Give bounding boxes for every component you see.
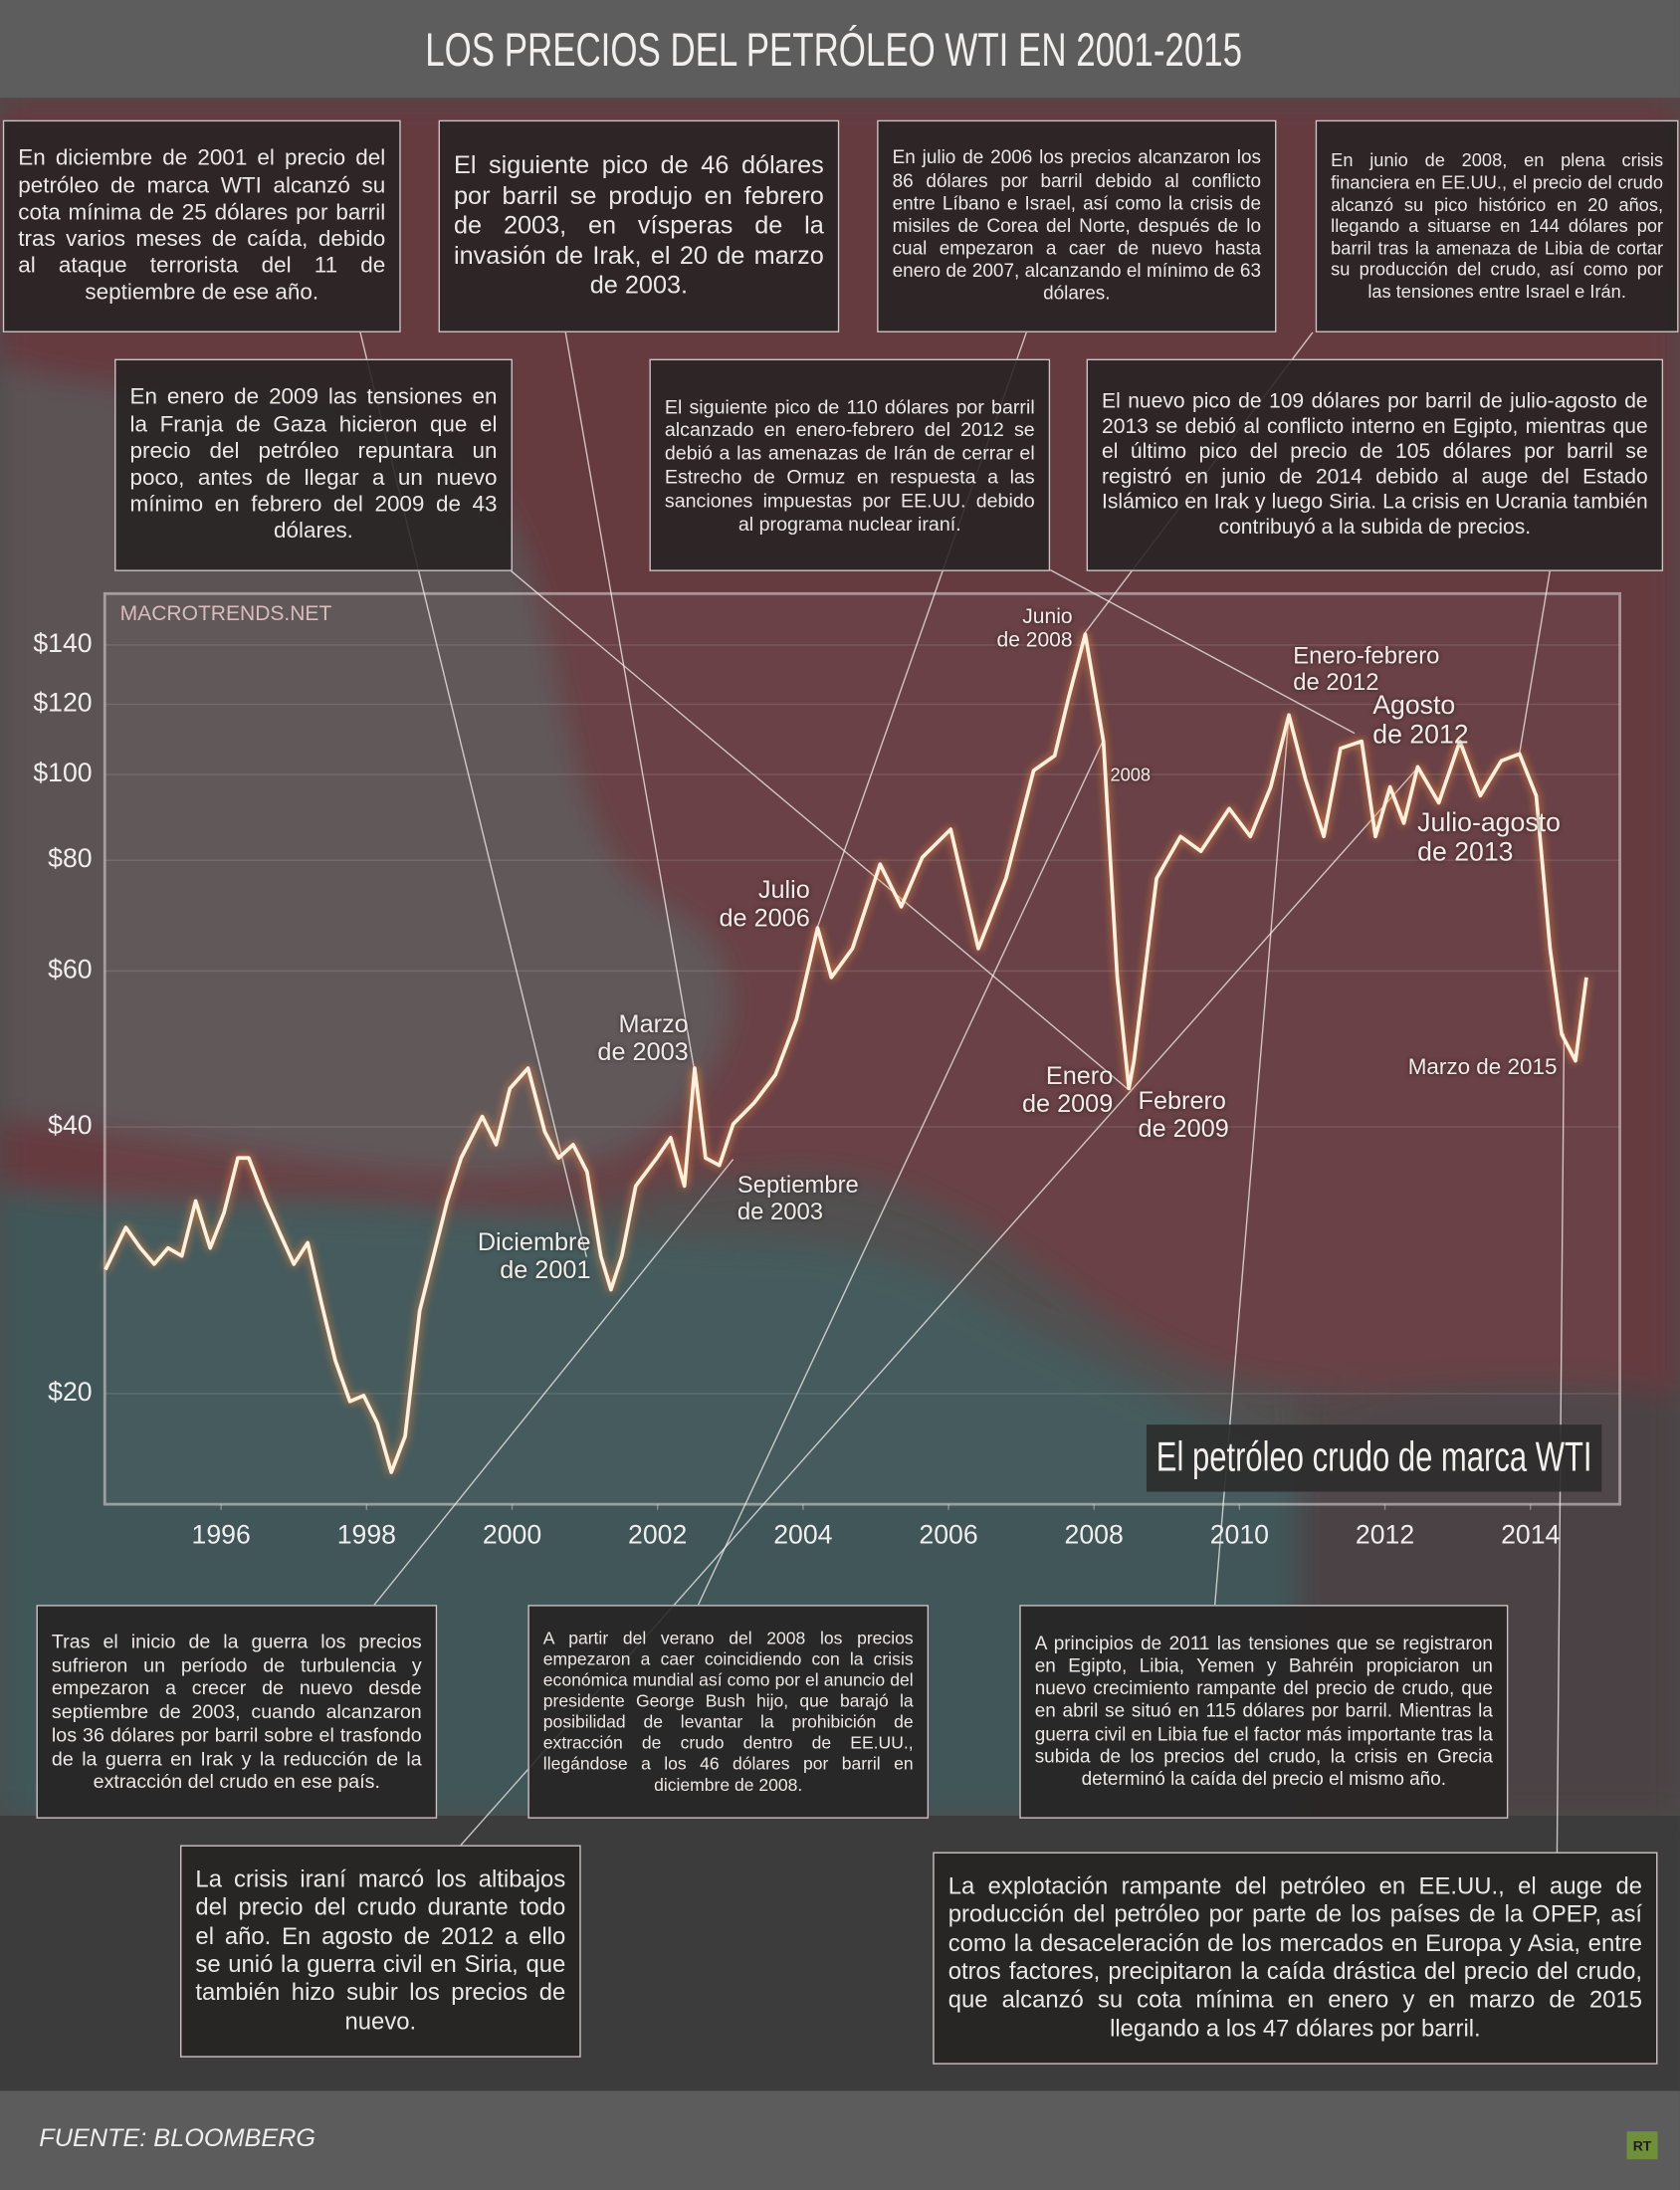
annotation-box: El siguiente pico de 110 dólares por bar…	[649, 358, 1051, 571]
logo: RT	[1633, 2137, 1652, 2153]
annotation-text: En junio de 2008, en plena crisis financ…	[1331, 149, 1664, 303]
x-tick-label: 2006	[919, 1519, 977, 1549]
annotation-text: En diciembre de 2001 el precio del petró…	[18, 146, 386, 306]
annotation-box: La crisis iraní marcó los altibajos del …	[179, 1845, 581, 2058]
annotation-text: En julio de 2006 los precios alcanzaron …	[892, 146, 1261, 305]
legend-label: El petróleo crudo de marca WTI	[1156, 1432, 1592, 1479]
annotation-box: El nuevo pico de 109 dólares por barril …	[1086, 358, 1664, 571]
annotation-box: En julio de 2006 los precios alcanzaron …	[877, 119, 1277, 332]
x-tick-label: 2010	[1210, 1519, 1269, 1549]
plot-frame	[103, 591, 1621, 1506]
x-tick-label: 2000	[483, 1519, 541, 1549]
x-tick-label: 1998	[337, 1519, 396, 1549]
x-tick-label: 2002	[628, 1519, 687, 1549]
point-label: Septiembre de 2003	[736, 1172, 859, 1225]
x-tick-label: 2004	[773, 1519, 832, 1549]
annotation-box: En diciembre de 2001 el precio del petró…	[2, 119, 401, 332]
point-label: Marzo de 2015	[1407, 1055, 1558, 1080]
point-label: Agosto de 2012	[1372, 691, 1469, 751]
x-tick-label: 2014	[1501, 1519, 1560, 1549]
point-label: Julio de 2006	[719, 875, 810, 932]
point-label: Febrero de 2009	[1138, 1086, 1229, 1143]
point-label: Diciembre de 2001	[477, 1227, 591, 1284]
x-tick-label: 2012	[1356, 1519, 1414, 1549]
point-label: Julio-agosto de 2013	[1417, 808, 1561, 868]
annotation-text: En enero de 2009 las tensiones en la Fra…	[129, 385, 498, 545]
point-label: Marzo de 2003	[597, 1009, 689, 1066]
x-tick-label: 2008	[1065, 1519, 1124, 1549]
source: FUENTE: BLOOMBERG	[39, 2124, 315, 2152]
y-tick-label: $60	[48, 954, 92, 984]
x-tick-label: 1996	[192, 1519, 251, 1549]
annotation-text: La crisis iraní marcó los altibajos del …	[195, 1865, 566, 2036]
legend-box	[1146, 1424, 1602, 1492]
y-tick-label: $100	[33, 758, 92, 787]
annotation-text: El nuevo pico de 109 dólares por barril …	[1102, 389, 1648, 540]
y-tick-label: $40	[48, 1110, 92, 1140]
point-label: Enero-febrero de 2012	[1293, 642, 1440, 696]
y-tick-label: $120	[33, 688, 92, 718]
annotation-text: La explotación rampante del petróleo en …	[947, 1872, 1643, 2043]
point-label: 2008	[1110, 764, 1152, 785]
annotation-box: El siguiente pico de 46 dólares por barr…	[438, 119, 840, 332]
footer-band	[0, 2090, 1680, 2190]
annotation-box: Tras el inicio de la guerra los precios …	[36, 1605, 438, 1819]
annotation-text: El siguiente pico de 46 dólares por barr…	[454, 150, 824, 300]
annotation-box: En junio de 2008, en plena crisis financ…	[1315, 119, 1679, 332]
point-label: Enero de 2009	[1021, 1061, 1114, 1118]
logo-badge	[1626, 2131, 1658, 2160]
annotation-box: La explotación rampante del petróleo en …	[933, 1852, 1658, 2065]
y-tick-label: $140	[33, 628, 92, 658]
point-label: Junio de 2008	[996, 604, 1073, 652]
annotation-text: Tras el inicio de la guerra los precios …	[51, 1630, 422, 1793]
watermark: MACROTRENDS.NET	[120, 602, 332, 625]
annotation-text: El siguiente pico de 110 dólares por bar…	[664, 394, 1035, 535]
annotation-box: En enero de 2009 las tensiones en la Fra…	[114, 358, 513, 571]
price-line	[104, 632, 1588, 1474]
annotation-box: A principios de 2011 las tensiones que s…	[1019, 1605, 1509, 1819]
annotation-box: A partir del verano del 2008 los precios…	[527, 1605, 930, 1819]
annotation-text: A partir del verano del 2008 los precios…	[542, 1628, 914, 1795]
y-tick-label: $20	[48, 1377, 92, 1407]
header-band	[0, 0, 1680, 99]
annotation-text: A principios de 2011 las tensiones que s…	[1034, 1633, 1493, 1790]
y-tick-label: $80	[48, 843, 92, 873]
chart-title: LOS PRECIOS DEL PETRÓLEO WTI EN 2001-201…	[425, 23, 1242, 77]
